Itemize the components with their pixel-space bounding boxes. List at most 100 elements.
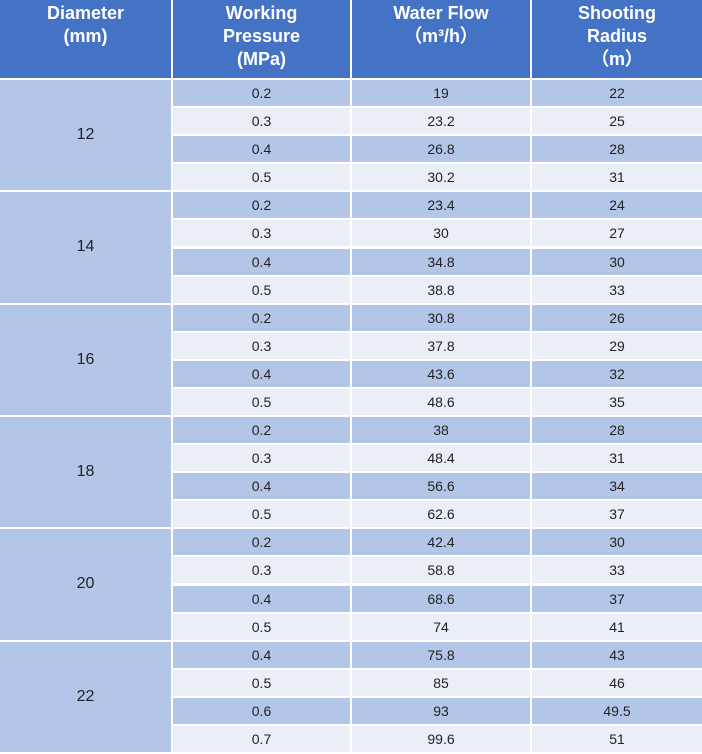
data-cell: 0.6 (173, 697, 350, 724)
cell-text: 30 (609, 534, 625, 551)
diameter-cell: 16 (0, 304, 171, 415)
diameter-cell: 14 (0, 192, 171, 303)
data-cell: 62.6 (352, 501, 530, 528)
cell-text: 33 (609, 281, 625, 298)
header-cell: Shooting Radius （m） (532, 0, 702, 78)
cell-text: 74 (433, 618, 449, 635)
data-cell: 34.8 (352, 248, 530, 275)
cell-text: 0.2 (251, 197, 272, 214)
data-cell: 0.3 (173, 557, 350, 584)
data-cell: 0.5 (173, 669, 350, 696)
data-cell: 42.4 (352, 529, 530, 556)
data-cell: 0.4 (173, 360, 350, 387)
cell-text: 0.5 (251, 618, 272, 635)
header-cell: Diameter (mm) (0, 0, 171, 78)
data-cell: 0.2 (173, 304, 350, 331)
cell-text: 0.5 (251, 281, 272, 298)
cell-text: 75.8 (427, 646, 455, 663)
data-cell: 19 (352, 80, 530, 107)
data-cell: 0.5 (173, 276, 350, 303)
data-cell: 26 (532, 304, 702, 331)
data-cell: 33 (532, 557, 702, 584)
cell-text: 0.4 (251, 253, 272, 270)
cell-text: 0.4 (251, 365, 272, 382)
data-cell: 43.6 (352, 360, 530, 387)
header-text: (MPa) (237, 49, 286, 69)
cell-text: 30 (433, 225, 449, 242)
data-cell: 0.2 (173, 529, 350, 556)
diameter: 18 (76, 463, 95, 481)
data-cell: 37.8 (352, 332, 530, 359)
cell-text: 35 (609, 393, 625, 410)
diameter: 20 (76, 575, 95, 593)
cell-text: 0.7 (251, 730, 272, 747)
data-cell: 31 (532, 164, 702, 191)
cell-text: 34.8 (427, 253, 455, 270)
diameter: 14 (76, 238, 95, 256)
data-cell: 0.4 (173, 248, 350, 275)
data-cell: 49.5 (532, 697, 702, 724)
cell-text: 33 (609, 562, 625, 579)
cell-text: 26.8 (427, 141, 455, 158)
cell-text: 26 (609, 309, 625, 326)
cell-text: 0.5 (251, 674, 272, 691)
data-cell: 74 (352, 613, 530, 640)
diameter-cell: 12 (0, 80, 171, 191)
cell-text: 51 (609, 730, 625, 747)
cell-text: 58.8 (427, 562, 455, 579)
data-cell: 34 (532, 473, 702, 500)
header-text: Radius (586, 26, 647, 46)
data-cell: 25 (532, 108, 702, 135)
cell-text: 0.2 (251, 85, 272, 102)
data-cell: 0.2 (173, 192, 350, 219)
cell-text: 43.6 (427, 365, 455, 382)
data-cell: 0.2 (173, 80, 350, 107)
data-cell: 43 (532, 641, 702, 668)
diameter: 22 (76, 687, 95, 705)
cell-text: 99.6 (427, 730, 455, 747)
data-cell: 0.7 (173, 725, 350, 752)
cell-text: 0.2 (251, 422, 272, 439)
cell-text: 23.4 (427, 197, 455, 214)
data-cell: 68.6 (352, 585, 530, 612)
cell-text: 38 (433, 422, 449, 439)
data-cell: 0.5 (173, 613, 350, 640)
cell-text: 37 (609, 506, 625, 523)
data-cell: 58.8 (352, 557, 530, 584)
cell-text: 56.6 (427, 478, 455, 495)
cell-text: 31 (609, 450, 625, 467)
cell-text: 31 (609, 169, 625, 186)
data-cell: 38 (352, 417, 530, 444)
data-cell: 22 (532, 80, 702, 107)
diameter-cell: 20 (0, 529, 171, 640)
cell-text: 29 (609, 337, 625, 354)
data-cell: 37 (532, 501, 702, 528)
data-cell: 0.2 (173, 417, 350, 444)
data-cell: 0.3 (173, 445, 350, 472)
data-cell: 93 (352, 697, 530, 724)
data-cell: 0.5 (173, 164, 350, 191)
header-text: (mm) (63, 26, 108, 46)
data-cell: 41 (532, 613, 702, 640)
cell-text: 0.4 (251, 478, 272, 495)
cell-text: 49.5 (603, 702, 631, 719)
cell-text: 38.8 (427, 281, 455, 298)
cell-text: 34 (609, 478, 625, 495)
data-cell: 56.6 (352, 473, 530, 500)
cell-text: 0.2 (251, 309, 272, 326)
diameter-cell: 18 (0, 417, 171, 528)
cell-text: 68.6 (427, 590, 455, 607)
cell-text: 48.4 (427, 450, 455, 467)
data-cell: 0.4 (173, 641, 350, 668)
cell-text: 30 (609, 253, 625, 270)
data-cell: 26.8 (352, 136, 530, 163)
cell-text: 46 (609, 674, 625, 691)
header-text: Pressure (222, 26, 301, 46)
cell-text: 0.4 (251, 141, 272, 158)
data-cell: 23.4 (352, 192, 530, 219)
data-cell: 30 (352, 220, 530, 247)
data-cell: 0.4 (173, 136, 350, 163)
cell-text: 30.2 (427, 169, 455, 186)
data-cell: 0.4 (173, 473, 350, 500)
